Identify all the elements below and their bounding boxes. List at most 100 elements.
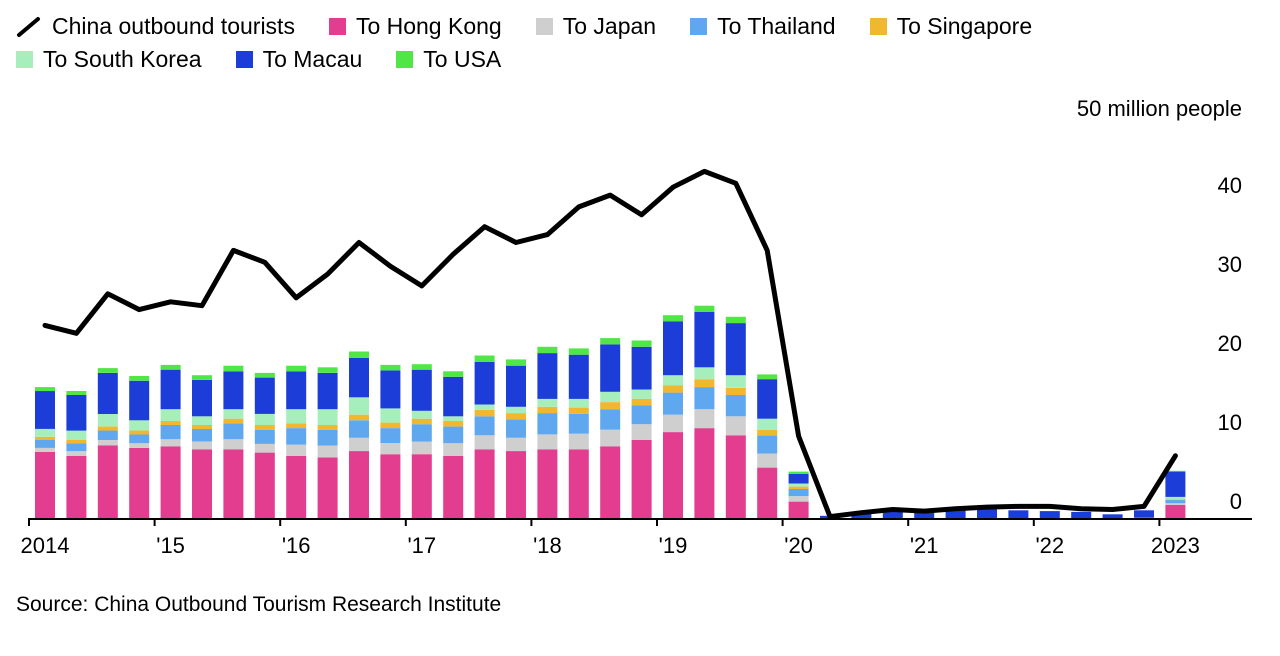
bar-segment-macau: [66, 394, 87, 431]
legend-item-singapore: To Singapore: [869, 13, 1032, 39]
bar-segment-japan: [286, 444, 307, 456]
bar-segment-hong-kong: [1165, 504, 1186, 519]
thailand-swatch-icon: [690, 18, 708, 36]
bar-segment-hong-kong: [286, 455, 307, 519]
hong-kong-swatch-icon: [328, 18, 346, 36]
y-axis-label: 30: [1218, 252, 1242, 277]
y-axis-label: 10: [1218, 410, 1242, 435]
bar-segment-south-korea: [317, 408, 338, 425]
bar-segment-japan: [317, 445, 338, 457]
bar-segment-hong-kong: [537, 449, 558, 519]
bar-segment-japan: [349, 437, 369, 451]
bar-segment-macau: [317, 372, 338, 409]
y-axis-unit-label: 50 million people: [1077, 96, 1242, 121]
bar-segment-japan: [254, 443, 275, 453]
legend-item-china-outbound-tourists: China outbound tourists: [16, 13, 295, 39]
bar-segment-macau: [380, 370, 401, 408]
x-axis-label: '21: [910, 533, 939, 558]
bar-segment-south-korea: [600, 391, 621, 402]
bar-segment-macau: [1039, 510, 1060, 518]
bar-segment-hong-kong: [694, 427, 715, 519]
bar-segment-usa: [600, 337, 621, 344]
bar-segment-south-korea: [506, 406, 526, 413]
bar-segment-japan: [380, 442, 401, 454]
bar-segment-thailand: [380, 427, 401, 443]
bar-segment-usa: [317, 366, 338, 373]
bar-segment-japan: [160, 438, 181, 446]
legend-label-japan: To Japan: [562, 13, 657, 39]
bar-segment-macau: [349, 357, 369, 397]
legend-item-south-korea: To South Korea: [16, 46, 202, 73]
legend-item-thailand: To Thailand: [690, 13, 836, 39]
bar-segment-singapore: [1165, 498, 1186, 500]
bar-segment-macau: [568, 354, 589, 399]
bar-segment-macau: [286, 370, 307, 409]
bar-segment-south-korea: [474, 403, 495, 410]
bar-segment-south-korea: [568, 398, 589, 408]
bar-segment-macau: [882, 510, 903, 518]
bar-segment-japan: [631, 423, 652, 440]
usa-swatch-icon: [396, 51, 414, 69]
bar-segment-thailand: [129, 434, 150, 443]
bar-segment-thailand: [568, 413, 589, 434]
y-axis-label: 40: [1218, 173, 1242, 198]
bar-segment-hong-kong: [35, 451, 55, 519]
bar-segment-usa: [286, 365, 307, 371]
bar-segment-macau: [537, 352, 558, 399]
x-axis-label: 2023: [1151, 533, 1200, 558]
bar-segment-singapore: [663, 385, 683, 393]
legend-label-hong-kong: To Hong Kong: [355, 13, 502, 39]
legend-label-south-korea: To South Korea: [43, 46, 202, 73]
bar-segment-thailand: [725, 394, 746, 416]
japan-swatch-icon: [535, 18, 553, 36]
x-axis-label: 2014: [21, 533, 70, 558]
bar-segment-singapore: [631, 398, 652, 405]
x-axis-label: '22: [1035, 533, 1064, 558]
bar-segment-macau: [757, 378, 778, 419]
bar-segment-macau: [631, 346, 652, 390]
bar-segment-macau: [443, 376, 464, 416]
legend-label-china-outbound-tourists: China outbound tourists: [52, 13, 295, 39]
bar-segment-thailand: [694, 386, 715, 409]
bar-segment-usa: [254, 372, 275, 378]
bar-segment-thailand: [631, 404, 652, 424]
bar-segment-south-korea: [160, 408, 181, 421]
bar-segment-usa: [129, 375, 150, 381]
bar-segment-japan: [663, 414, 683, 432]
bar-segment-thailand: [97, 430, 118, 440]
bar-segment-thailand: [254, 429, 275, 444]
bar-segment-south-korea: [286, 408, 307, 423]
bar-segment-usa: [474, 355, 495, 362]
bar-segment-japan: [223, 438, 244, 450]
bar-segment-singapore: [349, 414, 369, 420]
bar-segment-singapore: [568, 407, 589, 414]
bar-segment-japan: [725, 415, 746, 435]
bar-segment-usa: [1165, 470, 1186, 472]
y-axis-label: 0: [1230, 489, 1242, 514]
bar-segment-japan: [97, 439, 118, 446]
bar-segment-thailand: [537, 412, 558, 434]
bar-segment-hong-kong: [443, 455, 464, 519]
singapore-swatch-icon: [869, 18, 887, 36]
bar-segment-macau: [1165, 471, 1186, 497]
bar-segment-macau: [977, 507, 997, 518]
bar-segment-thailand: [286, 427, 307, 445]
bar-segment-hong-kong: [129, 447, 150, 519]
bar-segment-thailand: [317, 429, 338, 446]
bar-segment-thailand: [443, 426, 464, 443]
bar-segment-usa: [411, 363, 432, 370]
x-axis-label: '17: [407, 533, 436, 558]
bar-segment-hong-kong: [317, 456, 338, 519]
bar-segment-macau: [506, 365, 526, 407]
bar-segment-japan: [443, 442, 464, 456]
bar-segment-south-korea: [192, 415, 212, 425]
legend-item-macau: To Macau: [235, 46, 362, 72]
bar-segment-macau: [411, 369, 432, 411]
bar-segment-usa: [223, 365, 244, 371]
bar-segment-south-korea: [537, 398, 558, 407]
x-axis-label: '20: [784, 533, 813, 558]
bar-segment-macau: [35, 390, 55, 429]
bar-segment-thailand: [600, 408, 621, 430]
bar-segment-south-korea: [223, 408, 244, 419]
